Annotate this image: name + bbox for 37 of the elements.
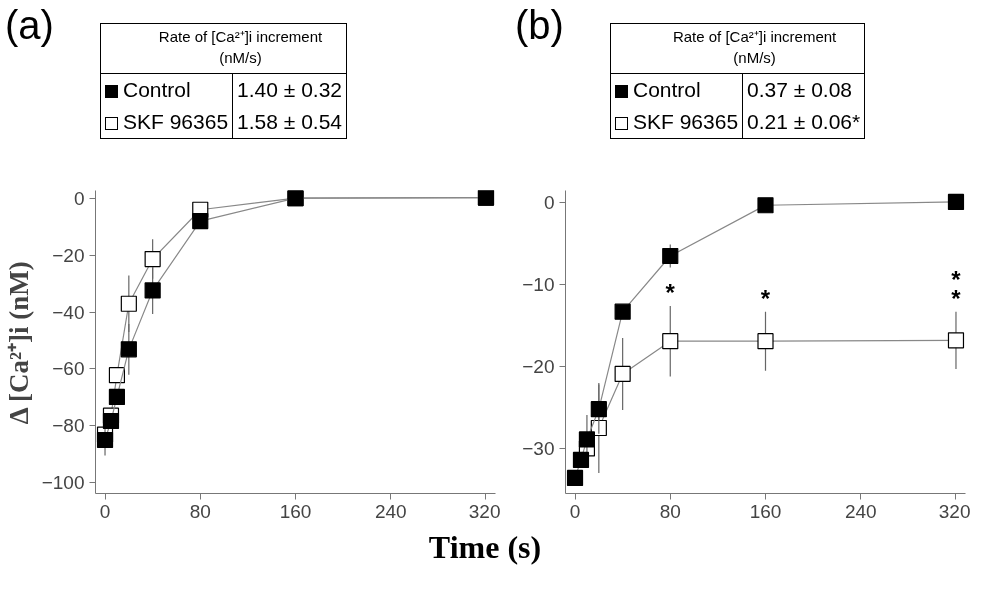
- x-tick-label: 0: [99, 500, 111, 522]
- x-tick-label: 80: [189, 500, 211, 522]
- x-tick-label: 320: [938, 500, 971, 522]
- data-label: * *: [951, 265, 962, 312]
- x-tick-label: 240: [374, 500, 407, 522]
- x-tick-label: 0: [569, 500, 581, 522]
- y-tick-label: 0: [73, 188, 85, 210]
- y-tick-label: −60: [52, 358, 85, 380]
- y-tick-label: 0: [543, 192, 555, 214]
- y-tick-label: −10: [522, 274, 555, 296]
- chart-title: (a): [5, 2, 55, 49]
- text: 1.40 ± 0.32: [236, 76, 344, 103]
- text: 0.37 ± 0.08: [746, 76, 854, 103]
- data-label: *: [760, 284, 771, 312]
- text: 1.58 ± 0.54: [236, 108, 344, 135]
- legend-label: Control: [100, 73, 233, 106]
- text: 0.21 ± 0.06*: [746, 108, 862, 135]
- y-axis-title: Δ [Ca²⁺]i (nM): [3, 261, 34, 425]
- x-tick-label: 320: [468, 500, 501, 522]
- x-tick-label: 80: [659, 500, 681, 522]
- x-tick-label: 160: [749, 500, 782, 522]
- data-label: *: [665, 278, 676, 306]
- text: Rate of [Ca²⁺]i increment (nM/s): [100, 23, 347, 74]
- y-tick-label: −20: [522, 356, 555, 378]
- chart-title: (b): [515, 2, 565, 49]
- text: Rate of [Ca²⁺]i increment (nM/s): [610, 23, 865, 74]
- y-tick-label: −40: [52, 301, 85, 323]
- y-tick-label: −20: [52, 245, 85, 267]
- x-axis-title: Time (s): [427, 528, 543, 567]
- legend-label: Control: [610, 73, 743, 106]
- y-tick-label: −30: [522, 437, 555, 459]
- legend-label: SKF 96365: [610, 105, 743, 139]
- y-tick-label: −80: [52, 415, 85, 437]
- legend-label: SKF 96365: [100, 105, 233, 139]
- x-tick-label: 160: [279, 500, 312, 522]
- y-tick-label: −100: [41, 471, 85, 493]
- x-tick-label: 240: [844, 500, 877, 522]
